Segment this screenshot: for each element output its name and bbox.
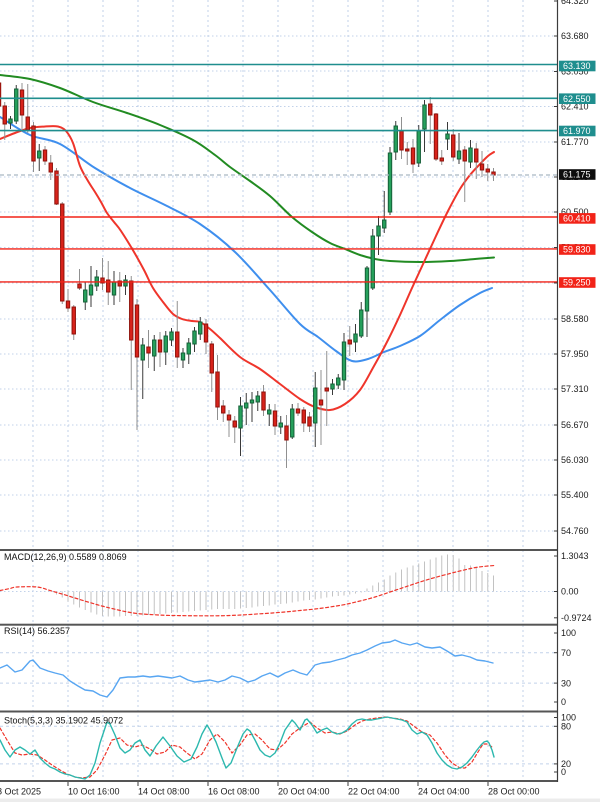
svg-text:100: 100	[561, 628, 576, 638]
svg-text:60.500: 60.500	[561, 207, 589, 217]
svg-text:0.00: 0.00	[561, 587, 579, 597]
svg-text:RSI(14) 56.2357: RSI(14) 56.2357	[4, 626, 70, 636]
svg-text:62.410: 62.410	[561, 102, 589, 112]
svg-text:70: 70	[561, 648, 571, 658]
svg-text:28 Oct 00:00: 28 Oct 00:00	[488, 787, 540, 797]
svg-text:59.250: 59.250	[563, 278, 591, 288]
svg-text:55.400: 55.400	[561, 490, 589, 500]
svg-text:30: 30	[561, 678, 571, 688]
svg-text:60.410: 60.410	[563, 214, 591, 224]
svg-text:63.050: 63.050	[561, 67, 589, 77]
svg-text:16 Oct 08:00: 16 Oct 08:00	[208, 787, 260, 797]
svg-text:58.580: 58.580	[561, 314, 589, 324]
svg-text:57.950: 57.950	[561, 349, 589, 359]
svg-text:MACD(12,26,9) 0.5589 0.8069: MACD(12,26,9) 0.5589 0.8069	[4, 552, 127, 562]
svg-text:1.3043: 1.3043	[561, 551, 589, 561]
svg-text:62.550: 62.550	[563, 94, 591, 104]
svg-text:-0.9724: -0.9724	[561, 613, 592, 623]
svg-text:14 Oct 08:00: 14 Oct 08:00	[138, 787, 190, 797]
svg-text:80: 80	[561, 722, 571, 732]
svg-text:56.670: 56.670	[561, 420, 589, 430]
svg-text:63.130: 63.130	[563, 61, 591, 71]
svg-text:56.030: 56.030	[561, 455, 589, 465]
svg-text:Stoch(5,3,3) 35.1902 45.9072: Stoch(5,3,3) 35.1902 45.9072	[4, 716, 123, 726]
svg-text:61.175: 61.175	[563, 170, 591, 180]
svg-text:0: 0	[561, 697, 566, 707]
svg-text:57.310: 57.310	[561, 384, 589, 394]
svg-text:24 Oct 04:00: 24 Oct 04:00	[418, 787, 470, 797]
svg-text:8 Oct 2025: 8 Oct 2025	[0, 787, 41, 797]
svg-text:22 Oct 04:00: 22 Oct 04:00	[348, 787, 400, 797]
svg-text:59.830: 59.830	[563, 245, 591, 255]
svg-text:63.680: 63.680	[561, 31, 589, 41]
svg-text:20 Oct 04:00: 20 Oct 04:00	[278, 787, 330, 797]
svg-text:20: 20	[561, 759, 571, 769]
svg-text:54.760: 54.760	[561, 526, 589, 536]
svg-text:61.970: 61.970	[563, 126, 591, 136]
svg-text:0: 0	[561, 767, 566, 777]
svg-text:61.770: 61.770	[561, 137, 589, 147]
svg-text:10 Oct 16:00: 10 Oct 16:00	[68, 787, 120, 797]
svg-text:100: 100	[561, 713, 576, 723]
svg-text:64.320: 64.320	[561, 0, 589, 6]
